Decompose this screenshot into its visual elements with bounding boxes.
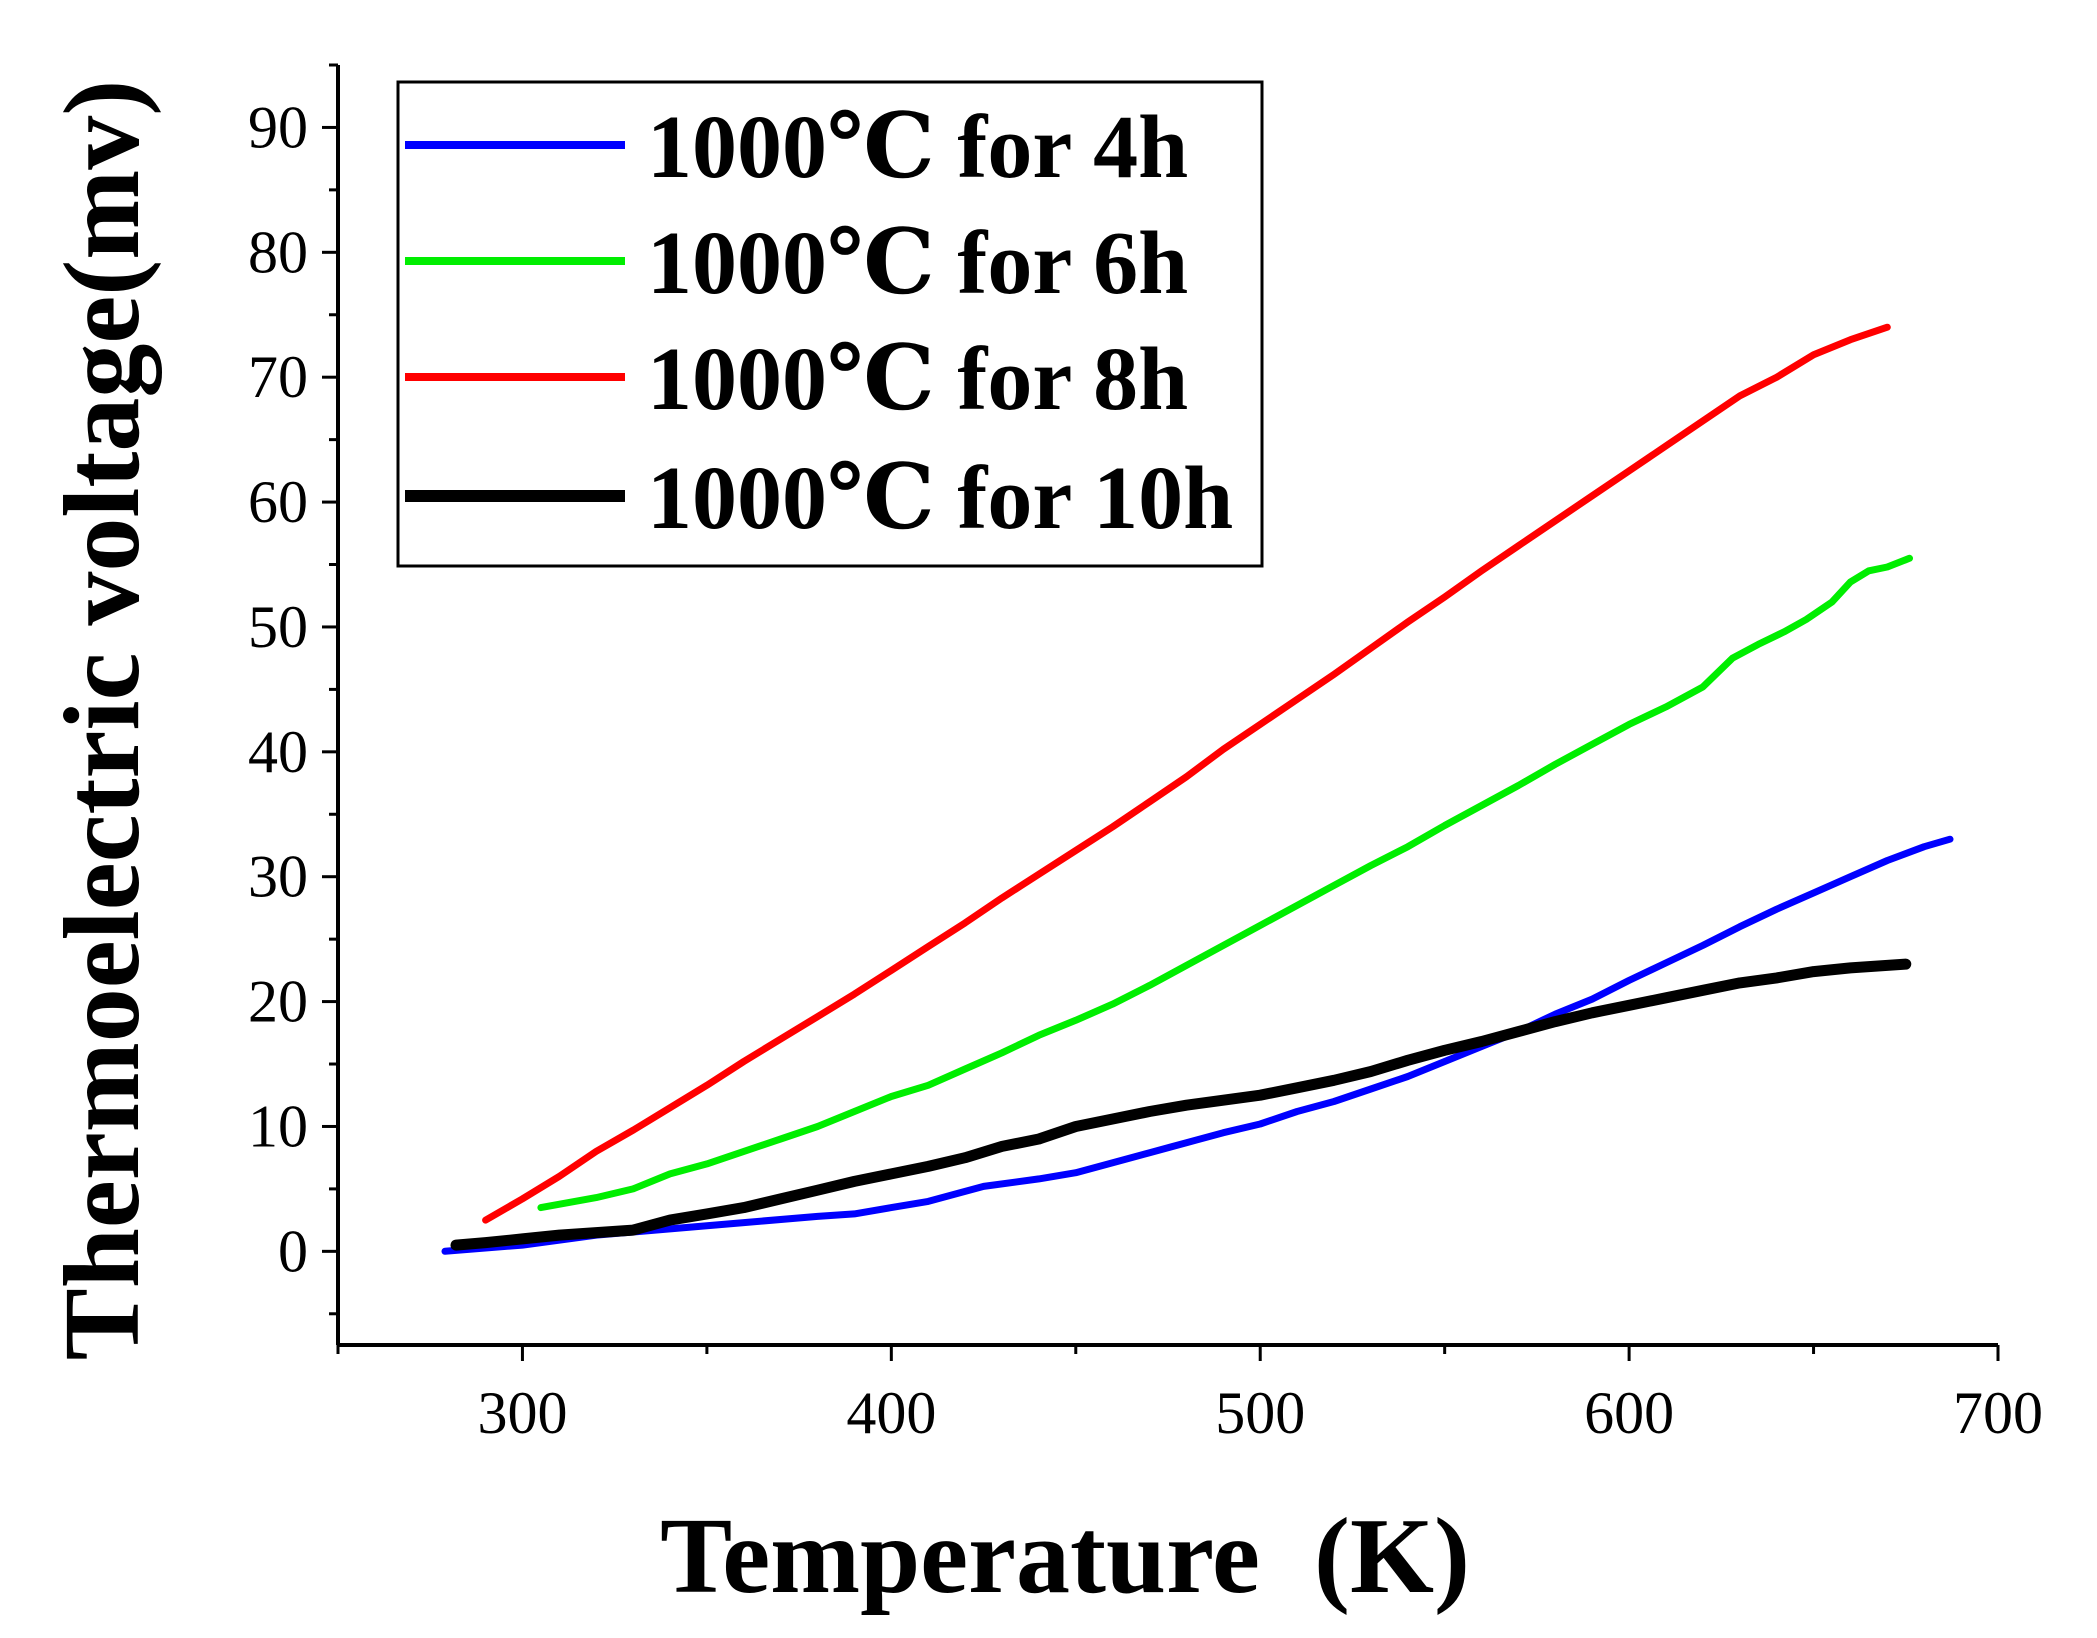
y-tick-label: 50	[248, 594, 308, 660]
y-tick-label: 20	[248, 969, 308, 1035]
legend-label: 1000℃ for 4h	[647, 98, 1188, 197]
y-tick-label: 60	[248, 469, 308, 535]
legend-entry: 1000℃ for 6h	[405, 214, 1188, 313]
legend-label: 1000℃ for 10h	[647, 449, 1233, 548]
legend-entry: 1000℃ for 4h	[405, 98, 1188, 197]
legend-label: 1000℃ for 8h	[647, 330, 1188, 429]
legend-box	[396, 80, 1264, 568]
x-tick-label: 700	[1953, 1380, 2043, 1446]
legend-entry: 1000℃ for 8h	[405, 330, 1188, 429]
series-line-3	[482, 323, 1891, 1224]
y-tick-label: 70	[248, 344, 308, 410]
y-tick-label: 40	[248, 719, 308, 785]
x-tick-label: 600	[1584, 1380, 1674, 1446]
axes: 0 10 20 30 40 50 60 70 80 90 300 400 500 600 700	[248, 63, 2043, 1446]
legend-label: 1000℃ for 6h	[647, 214, 1188, 313]
legend-entry: 1000℃ for 10h	[405, 449, 1233, 548]
y-tick-label: 10	[248, 1093, 308, 1159]
x-tick-label: 400	[846, 1380, 936, 1446]
x-tick-label: 300	[477, 1380, 567, 1446]
x-axis-title: Temperature (K)	[660, 1497, 1470, 1616]
y-tick-label: 30	[248, 844, 308, 910]
y-tick-label: 90	[248, 94, 308, 160]
y-tick-label: 0	[278, 1218, 308, 1284]
y-tick-label: 80	[248, 219, 308, 285]
x-tick-label: 500	[1215, 1380, 1305, 1446]
y-axis-title-group: Thermoelectric voltage(mv)	[43, 80, 162, 1360]
legend: 1000℃ for 4h 1000℃ for 6h 1000℃ for 8h 1…	[396, 80, 1264, 568]
y-axis-title: Thermoelectric voltage(mv)	[43, 80, 162, 1360]
series-line-2	[537, 554, 1913, 1212]
plot-area	[441, 323, 1954, 1255]
series-line-4	[450, 958, 1912, 1251]
series-line-1	[441, 835, 1954, 1255]
